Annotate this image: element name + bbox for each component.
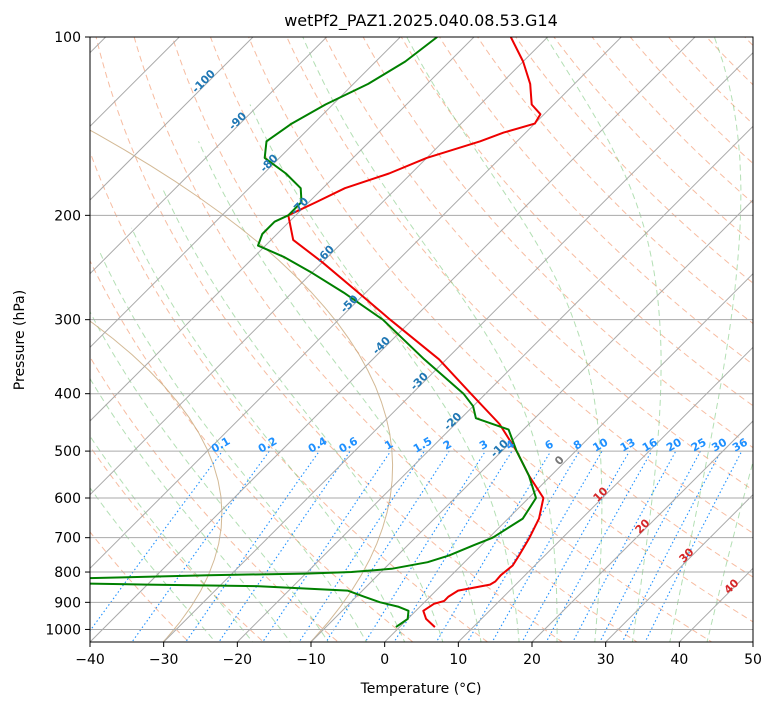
x-tick-label: 30 xyxy=(597,652,615,668)
moist-adiabat-line xyxy=(406,37,603,642)
x-tick-label: −40 xyxy=(75,652,105,668)
y-tick-label: 500 xyxy=(54,444,81,460)
mixing-ratio-line xyxy=(644,450,743,642)
isotherm-line xyxy=(90,37,254,201)
moist-adiabat-line xyxy=(90,435,254,642)
moist-adiabat-line xyxy=(198,141,482,642)
y-tick-label: 300 xyxy=(54,313,81,329)
isotherm-line xyxy=(90,37,549,496)
x-tick-label: 0 xyxy=(380,652,389,668)
y-tick-label: 600 xyxy=(54,491,81,507)
mixing-ratio-line xyxy=(131,450,270,642)
y-tick-label: 100 xyxy=(54,30,81,46)
grid-lines xyxy=(90,37,753,642)
dry-adiabat-line xyxy=(362,37,753,449)
background-lines xyxy=(90,37,753,642)
y-tick-label: 700 xyxy=(54,531,81,547)
y-tick-label: 900 xyxy=(54,595,81,611)
x-tick-label: −20 xyxy=(223,652,253,668)
dry-adiabat-line xyxy=(133,37,638,642)
mixing-ratio-line xyxy=(545,450,653,642)
mixing-ratio-line xyxy=(262,450,392,642)
dry-adiabat-line xyxy=(90,259,414,642)
mixing-ratio-line xyxy=(491,450,603,642)
moist-adiabat-line xyxy=(90,487,216,642)
dry-adiabat-line xyxy=(209,37,753,623)
y-tick-label: 800 xyxy=(54,565,81,581)
dry-adiabat-line xyxy=(95,37,564,642)
dry-adiabat-line xyxy=(553,37,753,244)
moist-adiabat-line xyxy=(131,227,406,642)
reference-curve-line xyxy=(90,320,223,642)
moist-adiabat-line xyxy=(161,187,444,642)
x-tick-label: 40 xyxy=(670,652,688,668)
mixing-ratio-line xyxy=(218,450,351,642)
y-tick-label: 400 xyxy=(54,387,81,403)
moist-adiabat-line xyxy=(90,377,291,642)
mixing-ratio-line xyxy=(298,450,425,642)
isotherm-line xyxy=(236,125,753,642)
isotherm-line xyxy=(90,37,696,642)
isotherm-line xyxy=(604,493,753,642)
x-axis: −40 −30 −20 −10 0 10 20 30 40 50 xyxy=(75,642,762,668)
x-tick-label: −10 xyxy=(296,652,326,668)
isotherm-line xyxy=(90,37,402,349)
isotherm-line xyxy=(90,37,475,422)
series-lines xyxy=(90,37,545,628)
isotherm-line xyxy=(531,420,753,642)
isotherm-line xyxy=(90,37,328,275)
isotherm-line xyxy=(383,272,753,642)
mixing-ratio-line xyxy=(435,450,552,642)
y-axis-title: Pressure (hPa) xyxy=(12,290,28,390)
isotherm-line xyxy=(457,346,753,642)
reference-curve-line xyxy=(90,129,394,642)
dry-adiabat-line xyxy=(515,37,753,284)
x-tick-label: 50 xyxy=(744,652,762,668)
dry-adiabat-line xyxy=(90,356,339,642)
moist-adiabat-line xyxy=(98,251,367,642)
y-tick-label: 200 xyxy=(54,208,81,224)
dry-adiabat-line xyxy=(324,37,753,491)
y-axis: 100 200 300 400 500 600 700 800 900 1000 xyxy=(45,30,90,638)
x-tick-label: 10 xyxy=(449,652,467,668)
moist-adiabat-line xyxy=(545,37,662,642)
isotherm-line xyxy=(310,199,753,642)
chart-title: wetPf2_PAZ1.2025.040.08.53.G14 xyxy=(284,11,558,31)
dry-adiabat-line xyxy=(171,37,713,642)
moist-adiabat-line xyxy=(249,104,520,642)
isotherm-line xyxy=(162,51,753,642)
dry-adiabat-line xyxy=(591,37,753,204)
dry-adiabat-line xyxy=(400,37,753,407)
moist-adiabat-line xyxy=(669,37,742,642)
x-tick-label: −30 xyxy=(149,652,179,668)
y-tick-label: 1000 xyxy=(45,622,81,638)
mixing-ratio-line xyxy=(325,450,450,642)
x-tick-label: 20 xyxy=(523,652,541,668)
isotherm-line xyxy=(90,37,623,570)
dewpoint-profile-line xyxy=(90,37,537,628)
moist-adiabat-line xyxy=(302,37,558,642)
dry-adiabat-line xyxy=(248,37,753,578)
x-axis-title: Temperature (°C) xyxy=(360,681,482,697)
mixing-ratio-line xyxy=(185,450,320,642)
moist-adiabat-line xyxy=(90,310,329,642)
mixing-ratio-line xyxy=(466,450,580,642)
dry-adiabat-line xyxy=(286,37,753,534)
temperature-profile-line xyxy=(287,37,545,628)
plot-frame xyxy=(89,36,754,643)
dry-adiabat-line xyxy=(90,531,190,642)
